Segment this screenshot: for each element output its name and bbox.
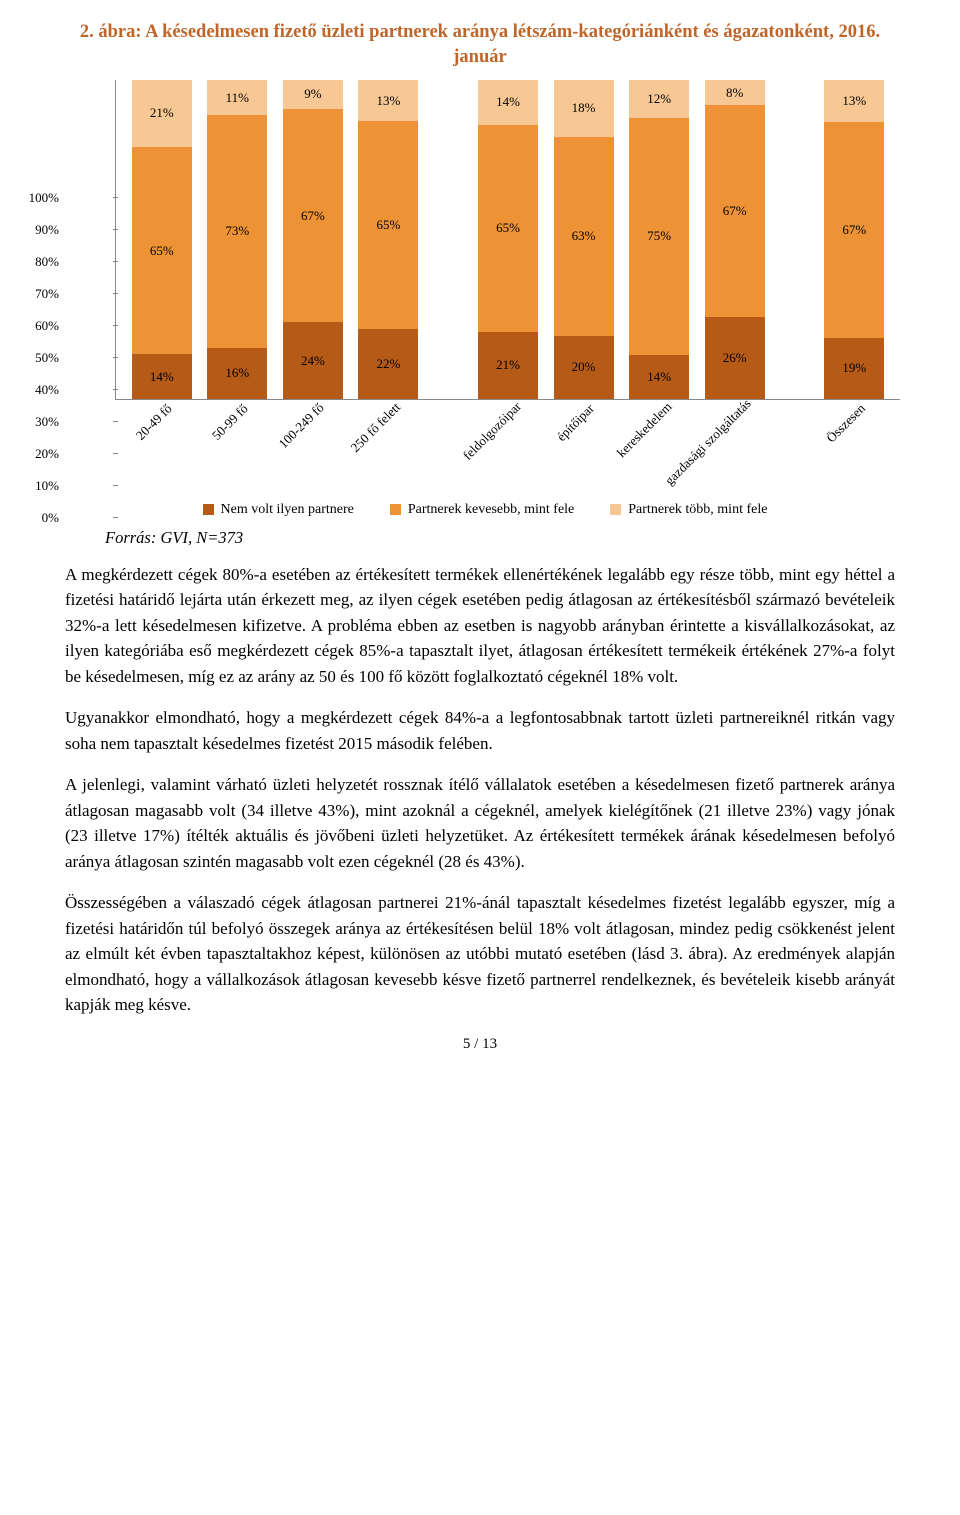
x-label-cell: feldolgozóipar (470, 400, 546, 500)
paragraph: A megkérdezett cégek 80%-a esetében az é… (65, 562, 895, 690)
bar-segment: 67% (283, 109, 343, 323)
x-label: kereskedelem (613, 399, 675, 461)
bar-segment: 14% (629, 355, 689, 399)
bar-group: 21%65%14% (124, 80, 200, 399)
bar-segment: 63% (554, 137, 614, 336)
x-label-cell: 250 fő felett (350, 400, 426, 500)
x-label: Összesen (823, 401, 869, 447)
x-label: 50-99 fő (208, 401, 251, 444)
bar-segment: 24% (283, 322, 343, 399)
legend-swatch (610, 504, 621, 515)
y-tick-mark (113, 517, 118, 518)
y-tick-label: 40% (35, 382, 59, 398)
bar: 9%67%24% (283, 80, 343, 399)
bar: 8%67%26% (705, 80, 765, 399)
y-tick-label: 70% (35, 286, 59, 302)
bar-segment: 22% (358, 329, 418, 399)
y-tick-label: 0% (42, 510, 59, 526)
bar: 14%65%21% (478, 80, 538, 399)
legend-label: Nem volt ilyen partnere (221, 502, 354, 518)
plot-area: 21%65%14%11%73%16%9%67%24%13%65%22%14%65… (115, 80, 900, 400)
bar-group: 14%65%21% (470, 80, 546, 399)
bar: 12%75%14% (629, 80, 689, 399)
bar-segment: 67% (824, 122, 884, 338)
y-tick-label: 100% (29, 190, 59, 206)
y-tick-label: 20% (35, 446, 59, 462)
bar-segment: 65% (358, 121, 418, 328)
bar-group: 18%63%20% (546, 80, 622, 399)
bar-segment: 18% (554, 80, 614, 137)
y-tick-label: 80% (35, 254, 59, 270)
bar-segment: 8% (705, 80, 765, 105)
bar-segment: 75% (629, 118, 689, 355)
bar-segment: 20% (554, 336, 614, 399)
bar: 13%67%19% (824, 80, 884, 399)
bar-segment: 26% (705, 317, 765, 399)
bar-segment: 9% (283, 80, 343, 109)
y-tick-label: 30% (35, 414, 59, 430)
x-label-cell: 20-49 fő (123, 400, 199, 500)
body-text: A megkérdezett cégek 80%-a esetében az é… (65, 562, 895, 1018)
bar-group: 13%65%22% (351, 80, 427, 399)
bar: 13%65%22% (358, 80, 418, 399)
x-label-cell: gazdasági szolgáltatás (697, 400, 773, 500)
legend-item: Partnerek több, mint fele (610, 502, 767, 518)
bar: 21%65%14% (132, 80, 192, 399)
legend-label: Partnerek kevesebb, mint fele (408, 502, 574, 518)
bar-segment: 65% (132, 147, 192, 354)
y-tick-label: 10% (35, 478, 59, 494)
x-label-cell: kereskedelem (621, 400, 697, 500)
x-label-cell: 50-99 fő (199, 400, 275, 500)
legend-item: Nem volt ilyen partnere (203, 502, 354, 518)
bar-segment: 11% (207, 80, 267, 115)
bar: 18%63%20% (554, 80, 614, 399)
paragraph: A jelenlegi, valamint várható üzleti hel… (65, 772, 895, 874)
bar-segment: 14% (478, 80, 538, 125)
page: 2. ábra: A késedelmesen fizető üzleti pa… (0, 0, 960, 1083)
legend-item: Partnerek kevesebb, mint fele (390, 502, 574, 518)
chart-source: Forrás: GVI, N=373 (105, 528, 895, 548)
x-label-cell: Összesen (816, 400, 892, 500)
bar-segment: 21% (132, 80, 192, 147)
x-label: építőipar (554, 401, 598, 445)
bar-group: 9%67%24% (275, 80, 351, 399)
bar: 11%73%16% (207, 80, 267, 399)
x-label: 20-49 fő (133, 401, 176, 444)
legend-label: Partnerek több, mint fele (628, 502, 767, 518)
y-tick-label: 90% (35, 222, 59, 238)
paragraph: Ugyanakkor elmondható, hogy a megkérdeze… (65, 705, 895, 756)
paragraph: Összességében a válaszadó cégek átlagosa… (65, 890, 895, 1018)
bar-segment: 12% (629, 80, 689, 118)
bar-group: 13%67%19% (817, 80, 893, 399)
legend: Nem volt ilyen partnere Partnerek keveseb… (65, 502, 905, 518)
bar-segment: 13% (358, 80, 418, 121)
bar-segment: 73% (207, 115, 267, 348)
legend-swatch (203, 504, 214, 515)
bar-group: 11%73%16% (200, 80, 276, 399)
x-label: 250 fő felett (347, 399, 403, 455)
y-tick-label: 60% (35, 318, 59, 334)
bar-segment: 16% (207, 348, 267, 399)
y-axis: 0%10%20%30%40%50%60%70%80%90%100% (65, 80, 115, 518)
chart: 0%10%20%30%40%50%60%70%80%90%100% 21%65%… (65, 80, 905, 518)
bar-segment: 67% (705, 105, 765, 317)
bar-segment: 14% (132, 354, 192, 399)
bars-container: 21%65%14%11%73%16%9%67%24%13%65%22%14%65… (116, 80, 900, 399)
y-tick-label: 50% (35, 350, 59, 366)
bar-segment: 21% (478, 332, 538, 399)
x-label: 100-249 fő (276, 400, 328, 452)
chart-title: 2. ábra: A késedelmesen fizető üzleti pa… (65, 20, 895, 70)
x-label: feldolgozóipar (459, 399, 524, 464)
bar-segment: 19% (824, 338, 884, 399)
bar-group: 8%67%26% (697, 80, 773, 399)
bar-segment: 13% (824, 80, 884, 122)
legend-swatch (390, 504, 401, 515)
x-label-cell: 100-249 fő (274, 400, 350, 500)
x-label-cell: építőipar (545, 400, 621, 500)
bar-segment: 65% (478, 125, 538, 332)
page-number: 5 / 13 (65, 1036, 895, 1053)
x-axis-labels: 20-49 fő 50-99 fő 100-249 fő 250 fő felett f… (115, 400, 900, 500)
bar-group: 12%75%14% (621, 80, 697, 399)
